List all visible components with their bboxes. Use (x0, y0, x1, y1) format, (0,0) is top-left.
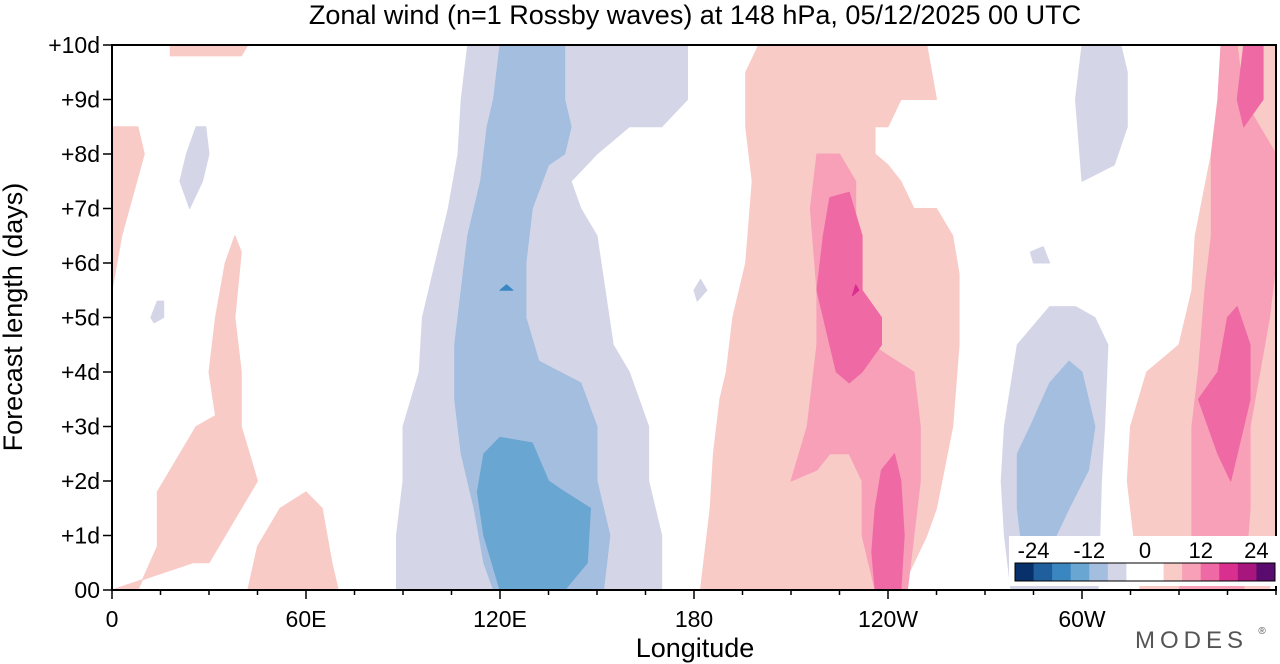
contour-region-pos3-core-30w (1197, 306, 1251, 482)
contour-region-neg-patch-70w (1029, 246, 1051, 264)
colorbar-frame (1014, 562, 1276, 582)
y-tick-label: +7d (61, 196, 100, 222)
x-axis-label: Longitude (636, 633, 755, 663)
x-axis-ticks: 0 60E 120E 180 120W 60W (106, 590, 1277, 632)
contour-region-pos-band-15e (111, 235, 258, 591)
colorbar-tick-label: 24 (1244, 538, 1268, 563)
contour-region-pos-band-60e (247, 491, 339, 591)
colorbar-tick-label: 12 (1188, 538, 1212, 563)
colorbar-swatch (1182, 563, 1202, 581)
colorbar-swatch (1033, 563, 1053, 581)
colorbar-swatch (1219, 563, 1239, 581)
colorbar-swatch (1089, 563, 1109, 581)
contour-region-pos-top-20e (169, 44, 249, 57)
colorbar-swatch (1163, 563, 1183, 581)
contour-regions (111, 44, 1277, 591)
contour-region-pos4-dot-105w (851, 284, 860, 297)
colorbar-tick-label: 0 (1139, 538, 1151, 563)
colorbar-swatch (1200, 563, 1220, 581)
x-tick-label: 120W (858, 606, 918, 632)
colorbar-swatch (1145, 563, 1165, 581)
contour-region-neg-patch-45w (1075, 44, 1128, 182)
colorbar-tick-label: -12 (1073, 538, 1105, 563)
y-tick-label: +1d (61, 523, 100, 549)
y-axis-label: Forecast length (days) (0, 183, 28, 452)
colorbar-swatch (1237, 563, 1257, 581)
y-axis-ticks: 00 +1d +2d +3d +4d +5d +6d +7d +8d +9d +10d (48, 32, 112, 603)
x-tick-label: 60E (286, 606, 327, 632)
x-tick-label: 0 (106, 606, 119, 632)
colorbar: -24 -12 0 12 24 (1009, 536, 1279, 586)
contour-region-neg-patch-15e (150, 300, 165, 324)
colorbar-swatch (1070, 563, 1090, 581)
contour-region-neg-patch-180 (693, 278, 708, 302)
y-tick-label: +8d (61, 141, 100, 167)
y-tick-label: +10d (48, 32, 100, 58)
y-tick-label: +4d (61, 359, 100, 385)
colorbar-tick-label: -24 (1018, 538, 1050, 563)
colorbar-swatch (1107, 563, 1127, 581)
chart-title: Zonal wind (n=1 Rossby waves) at 148 hPa… (309, 0, 1081, 30)
y-tick-label: +2d (61, 468, 100, 494)
x-tick-label: 180 (675, 606, 713, 632)
y-tick-label: +5d (61, 305, 100, 331)
y-tick-label: +3d (61, 414, 100, 440)
modes-registered-mark: ® (1258, 626, 1266, 637)
x-tick-label: 60W (1058, 606, 1106, 632)
modes-watermark: MODES (1135, 627, 1248, 654)
y-tick-label: +6d (61, 250, 100, 276)
y-tick-label: +9d (61, 87, 100, 113)
contour-region-neg2-band-80w (1016, 360, 1096, 564)
contour-region-neg-patch-30e (179, 126, 210, 209)
contour-region-pos3-core-125w (871, 453, 905, 591)
x-tick-label: 120E (473, 606, 527, 632)
colorbar-swatch (1052, 563, 1072, 581)
colorbar-swatch (1256, 563, 1276, 581)
colorbar-swatch (1126, 563, 1146, 581)
colorbar-swatch (1015, 563, 1035, 581)
y-tick-label: 00 (74, 577, 100, 603)
contour-region-pos3-core-105w (816, 191, 882, 384)
contour-region-neg4-dot-120e (499, 284, 514, 291)
